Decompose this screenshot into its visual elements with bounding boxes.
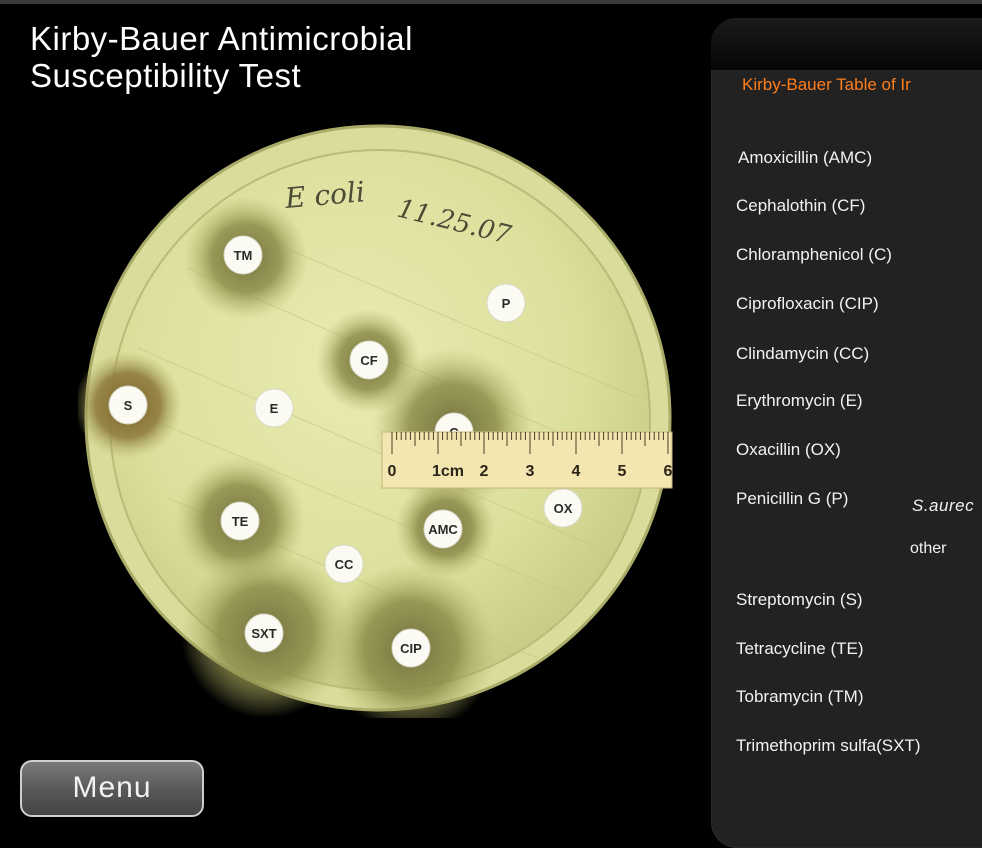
disk-cf-label: CF [360, 353, 377, 368]
drug-streptomycin: Streptomycin (S) [736, 590, 863, 609]
disk-ox-label: OX [554, 501, 573, 516]
disk-sxt-label: SXT [251, 626, 276, 641]
drug-erythromycin: Erythromycin (E) [736, 391, 863, 410]
disk-sxt: SXT [244, 613, 284, 653]
disk-p-label: P [502, 296, 511, 311]
title-line-1: Kirby-Bauer Antimicrobial [30, 20, 413, 57]
disk-ox: OX [543, 488, 583, 528]
disk-cip-paper [391, 628, 431, 668]
drug-cephalothin: Cephalothin (CF) [736, 196, 866, 215]
disk-amc: AMC [423, 509, 463, 549]
disk-e-label: E [270, 401, 279, 416]
plate-label-name: E coli [283, 175, 366, 215]
reference-table-panel: Kirby-Bauer Table of Ir Amoxicillin (AMC… [711, 18, 982, 848]
drug-penicillin-g: Penicillin G (P) [736, 489, 849, 508]
disk-tm-label: TM [234, 248, 253, 263]
penicillin-organism-saureus: S.aurec [912, 496, 975, 515]
drug-tobramycin: Tobramycin (TM) [736, 687, 864, 706]
disk-e: E [254, 388, 294, 428]
ruler-label-6: 6 [664, 463, 673, 480]
penicillin-organism-other: other [910, 540, 947, 557]
drug-chloramphenicol: Chloramphenicol (C) [736, 245, 892, 264]
disk-e-paper [254, 388, 294, 428]
top-border [0, 0, 982, 4]
disk-p-paper [486, 283, 526, 323]
ruler-label-1: 1cm [432, 463, 464, 480]
panel-header-bar [711, 18, 982, 70]
disk-p: P [486, 283, 526, 323]
panel-title: Kirby-Bauer Table of Ir [742, 75, 911, 94]
ruler-label-4: 4 [572, 463, 581, 480]
ruler-label-3: 3 [526, 463, 535, 480]
drug-clindamycin: Clindamycin (CC) [736, 344, 870, 363]
ruler: 0 1cm 2 3 4 5 6 [381, 431, 673, 489]
disk-tm-paper [223, 235, 263, 275]
disk-te-paper [220, 501, 260, 541]
drug-oxacillin: Oxacillin (OX) [736, 440, 841, 459]
disk-amc-label: AMC [428, 522, 458, 537]
disk-s-label: S [124, 398, 133, 413]
ruler-ticks [391, 432, 669, 454]
disk-te: TE [220, 501, 260, 541]
disk-s: S [108, 385, 148, 425]
drug-trimethoprim-sulfa: Trimethoprim sulfa(SXT) [736, 736, 921, 755]
title-line-2: Susceptibility Test [30, 57, 302, 94]
disk-cc-paper [324, 544, 364, 584]
disk-te-label: TE [232, 514, 249, 529]
drug-tetracycline: Tetracycline (TE) [736, 639, 864, 658]
disk-amc-paper [423, 509, 463, 549]
ruler-label-0: 0 [388, 463, 397, 480]
petri-dish: E coli 11.25.07 TMPCFSECTEAMCOXCCSXTCIP … [78, 118, 678, 718]
page-title: Kirby-Bauer Antimicrobial Susceptibility… [30, 20, 413, 94]
disk-cip-label: CIP [400, 641, 422, 656]
disk-cip: CIP [391, 628, 431, 668]
drug-ciprofloxacin: Ciprofloxacin (CIP) [736, 294, 879, 313]
disk-ox-paper [543, 488, 583, 528]
disk-cf: CF [349, 340, 389, 380]
menu-button[interactable]: Menu [20, 760, 204, 817]
ruler-label-2: 2 [480, 463, 489, 480]
disk-cc: CC [324, 544, 364, 584]
disk-sxt-paper [244, 613, 284, 653]
ruler-body [381, 431, 673, 489]
disk-cc-label: CC [335, 557, 354, 572]
ruler-label-5: 5 [618, 463, 627, 480]
ruler-labels: 0 1cm 2 3 4 5 6 [388, 463, 673, 480]
disk-cf-paper [349, 340, 389, 380]
drug-amoxicillin: Amoxicillin (AMC) [738, 148, 873, 167]
disk-tm: TM [223, 235, 263, 275]
disk-s-paper [108, 385, 148, 425]
